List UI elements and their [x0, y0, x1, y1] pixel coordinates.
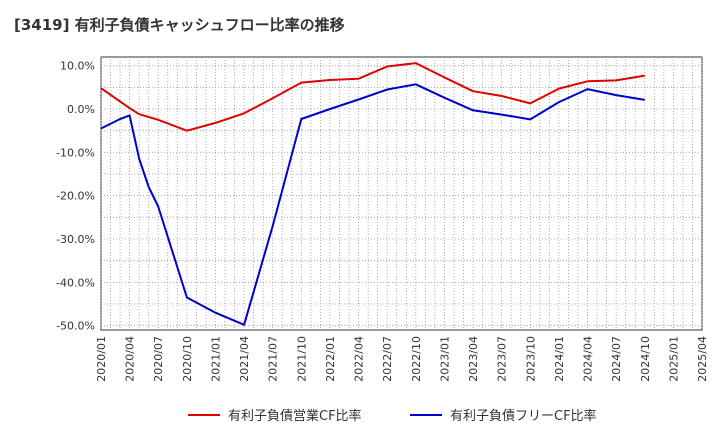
- series-line-2: [100, 83, 645, 326]
- x-tick-label: 2024/07: [610, 336, 623, 382]
- x-tick-label: 2025/04: [696, 336, 709, 382]
- x-tick-label: 2022/04: [353, 336, 366, 382]
- x-tick-label: 2024/04: [582, 336, 595, 382]
- y-tick-label: -30.0%: [56, 233, 95, 246]
- chart-title: [3419] 有利子負債キャッシュフロー比率の推移: [14, 16, 345, 34]
- y-tick-label: -10.0%: [56, 146, 95, 159]
- x-tick-label: 2024/01: [553, 336, 566, 382]
- series-line-1: [100, 62, 645, 132]
- x-tick-label: 2022/01: [324, 336, 337, 382]
- x-tick-label: 2020/04: [124, 336, 137, 382]
- x-tick-label: 2022/07: [381, 336, 394, 382]
- x-tick-label: 2024/10: [639, 336, 652, 382]
- x-tick-label: 2023/07: [496, 336, 509, 382]
- x-tick-label: 2021/04: [238, 336, 251, 382]
- x-tick-label: 2021/10: [295, 336, 308, 382]
- plot-area: [100, 56, 703, 331]
- legend-label-2: 有利子負債フリーCF比率: [450, 408, 597, 424]
- x-tick-label: 2022/10: [410, 336, 423, 382]
- y-tick-label: 10.0%: [60, 60, 95, 73]
- x-tick-label: 2023/04: [467, 336, 480, 382]
- x-tick-label: 2025/01: [667, 336, 680, 382]
- y-tick-label: -20.0%: [56, 190, 95, 203]
- legend-label-1: 有利子負債営業CF比率: [228, 408, 362, 424]
- x-tick-label: 2021/07: [267, 336, 280, 382]
- x-tick-label: 2023/01: [438, 336, 451, 382]
- y-tick-label: 0.0%: [67, 103, 95, 116]
- x-tick-label: 2020/01: [95, 336, 108, 382]
- x-tick-label: 2021/01: [209, 336, 222, 382]
- x-tick-label: 2023/10: [524, 336, 537, 382]
- x-tick-label: 2020/10: [181, 336, 194, 382]
- y-tick-label: -40.0%: [56, 276, 95, 289]
- y-tick-label: -50.0%: [56, 320, 95, 333]
- x-tick-label: 2020/07: [152, 336, 165, 382]
